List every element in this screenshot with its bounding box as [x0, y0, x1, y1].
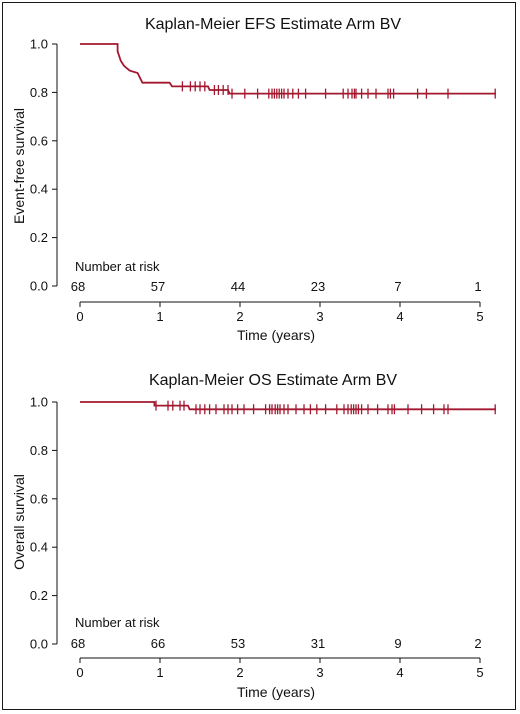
efs-x-tick-label: 2 [236, 309, 243, 324]
os-x-tick-label: 1 [156, 665, 163, 680]
os-x-tick-label: 4 [396, 665, 403, 680]
os-survival-curve [80, 401, 496, 411]
efs-risk-table-label: Number at risk [75, 259, 160, 274]
os-risk-value: 31 [311, 636, 325, 651]
efs-x-tick-label: 1 [156, 309, 163, 324]
os-x-tick-label: 3 [316, 665, 323, 680]
efs-risk-value: 44 [231, 279, 245, 294]
efs-x-tick-label: 3 [316, 309, 323, 324]
os-y-tick-label: 0.8 [30, 443, 48, 458]
os-risk-value: 68 [71, 636, 85, 651]
efs-risk-value: 1 [474, 279, 481, 294]
efs-x-tick-label: 5 [476, 309, 483, 324]
efs-x-tick-label: 4 [396, 309, 403, 324]
os-risk-value: 9 [394, 636, 401, 651]
os-y-tick-label: 1.0 [30, 395, 48, 410]
efs-y-tick-label: 1.0 [30, 37, 48, 52]
efs-chart-title: Kaplan-Meier EFS Estimate Arm BV [145, 16, 401, 33]
os-x-tick-label: 2 [236, 665, 243, 680]
efs-y-axis-label: Event-free survival [11, 108, 27, 224]
os-risk-table-label: Number at risk [75, 615, 160, 630]
os-y-tick-label: 0.2 [30, 588, 48, 603]
efs-panel: Kaplan-Meier EFS Estimate Arm BV Event-f… [11, 16, 496, 343]
os-panel: Kaplan-Meier OS Estimate Arm BV Overall … [11, 372, 496, 700]
os-chart-title: Kaplan-Meier OS Estimate Arm BV [149, 372, 397, 389]
efs-risk-value: 68 [71, 279, 85, 294]
efs-survival-curve [80, 43, 496, 95]
os-y-tick-label: 0.6 [30, 491, 48, 506]
efs-risk-value: 7 [394, 279, 401, 294]
os-x-axis-label: Time (years) [237, 684, 315, 700]
os-risk-value: 66 [151, 636, 165, 651]
os-x-tick-label: 0 [76, 665, 83, 680]
os-y-axis-label: Overall survival [11, 474, 27, 570]
os-y-tick-label: 0.0 [30, 637, 48, 652]
efs-risk-value: 57 [151, 279, 165, 294]
efs-y-tick-label: 0.2 [30, 230, 48, 245]
efs-x-axis-label: Time (years) [237, 327, 315, 343]
efs-x-tick-label: 0 [76, 309, 83, 324]
os-x-tick-label: 5 [476, 665, 483, 680]
efs-risk-value: 23 [311, 279, 325, 294]
os-risk-value: 53 [231, 636, 245, 651]
os-risk-value: 2 [474, 636, 481, 651]
os-y-tick-label: 0.4 [30, 540, 48, 555]
efs-y-tick-label: 0.0 [30, 279, 48, 294]
efs-y-tick-label: 0.8 [30, 85, 48, 100]
efs-y-tick-label: 0.6 [30, 133, 48, 148]
efs-y-tick-label: 0.4 [30, 182, 48, 197]
